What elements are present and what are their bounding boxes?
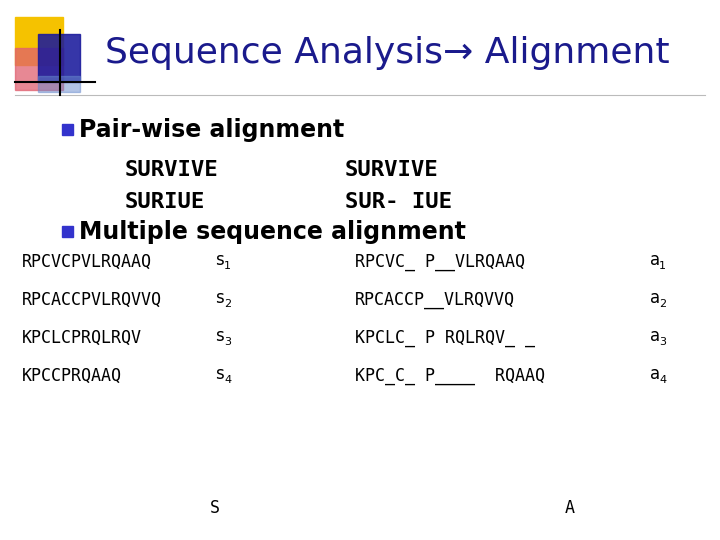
Text: a: a (650, 327, 660, 345)
Text: SURVIVE: SURVIVE (345, 160, 438, 180)
Bar (38, 34, 80, 82)
Text: RPCVCPVLRQAAQ: RPCVCPVLRQAAQ (22, 253, 152, 271)
Bar (62, 124, 73, 135)
Text: s: s (215, 251, 224, 269)
Text: a: a (650, 365, 660, 383)
Text: RPCVC_ P__VLRQAAQ: RPCVC_ P__VLRQAAQ (355, 253, 525, 271)
Text: SURIUE: SURIUE (125, 192, 205, 212)
Text: 2: 2 (224, 299, 231, 309)
Text: 1: 1 (224, 261, 231, 271)
Text: SURVIVE: SURVIVE (125, 160, 219, 180)
Text: s: s (215, 289, 224, 307)
Bar (15, 17, 63, 65)
Text: 1: 1 (659, 261, 666, 271)
Text: KPCLCPRQLRQV: KPCLCPRQLRQV (22, 329, 142, 347)
Text: KPCLC_ P RQLRQV_ _: KPCLC_ P RQLRQV_ _ (355, 329, 535, 347)
Bar (62, 226, 73, 237)
Text: a: a (650, 289, 660, 307)
Text: RPCACCPVLRQVVQ: RPCACCPVLRQVVQ (22, 291, 162, 309)
Text: Pair-wise alignment: Pair-wise alignment (79, 118, 344, 142)
Text: RPCACCP__VLRQVVQ: RPCACCP__VLRQVVQ (355, 291, 515, 309)
Text: 4: 4 (224, 375, 231, 385)
Text: 2: 2 (659, 299, 666, 309)
Text: SUR- IUE: SUR- IUE (345, 192, 452, 212)
Bar (38, 76, 80, 92)
Text: 3: 3 (224, 337, 231, 347)
Bar (15, 48, 63, 90)
Text: S: S (210, 499, 220, 517)
Text: KPC_C_ P____  RQAAQ: KPC_C_ P____ RQAAQ (355, 367, 545, 385)
Text: Sequence Analysis→ Alignment: Sequence Analysis→ Alignment (105, 36, 670, 70)
Text: 4: 4 (659, 375, 666, 385)
Text: A: A (565, 499, 575, 517)
Text: KPCCPRQAAQ: KPCCPRQAAQ (22, 367, 122, 385)
Text: 3: 3 (659, 337, 666, 347)
Text: Multiple sequence alignment: Multiple sequence alignment (79, 220, 466, 244)
Text: s: s (215, 327, 224, 345)
Text: a: a (650, 251, 660, 269)
Text: s: s (215, 365, 224, 383)
